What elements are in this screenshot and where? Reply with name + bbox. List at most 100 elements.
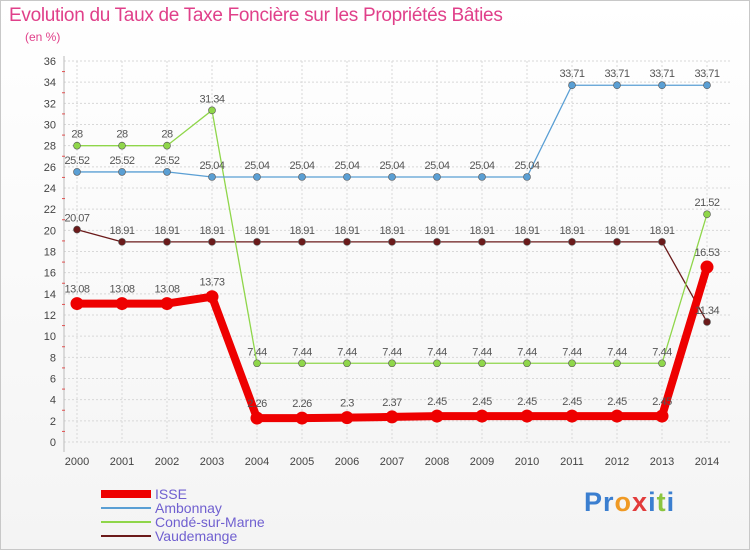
- legend-label: Vaudemange: [155, 528, 238, 544]
- y-tick-label: 8: [50, 352, 56, 364]
- data-point: [73, 225, 81, 234]
- x-tick-label: 2008: [425, 456, 449, 468]
- data-label: 2.26: [292, 398, 312, 410]
- y-tick-label: 0: [50, 437, 56, 449]
- data-point: [73, 141, 81, 150]
- y-tick-label: 14: [44, 289, 56, 301]
- data-label: 7.44: [472, 346, 492, 358]
- y-tick-label: 28: [44, 141, 56, 153]
- x-tick-label: 2003: [200, 456, 224, 468]
- data-label: 2.26: [247, 398, 267, 410]
- x-tick-label: 2012: [605, 456, 629, 468]
- data-label: 7.44: [337, 346, 357, 358]
- data-point: [163, 141, 171, 150]
- legend-swatch: [101, 490, 151, 498]
- y-tick-label: 30: [44, 120, 56, 132]
- y-tick-label: 12: [44, 310, 56, 322]
- data-label: 18.91: [424, 225, 449, 237]
- x-tick-label: 2001: [110, 456, 134, 468]
- y-tick-label: 24: [44, 183, 56, 195]
- data-label: 25.04: [244, 160, 269, 172]
- data-point: [298, 173, 306, 181]
- data-label: 25.04: [379, 160, 404, 172]
- data-label: 13.08: [109, 284, 134, 296]
- data-label: 2.45: [472, 396, 492, 408]
- y-tick-label: 32: [44, 98, 56, 110]
- chart-title: Evolution du Taux de Taxe Foncière sur l…: [9, 5, 503, 26]
- x-tick-label: 2007: [380, 456, 404, 468]
- data-label: 18.91: [154, 225, 179, 237]
- x-tick-label: 2009: [470, 456, 494, 468]
- y-tick-label: 6: [50, 374, 56, 386]
- y-tick-label: 4: [50, 395, 56, 407]
- brand-letter: t: [656, 487, 667, 517]
- data-point: [388, 238, 396, 246]
- data-label: 25.04: [199, 160, 224, 172]
- data-label: 18.91: [559, 225, 584, 237]
- data-point: [208, 106, 216, 115]
- data-point: [523, 359, 531, 368]
- data-point: [163, 238, 171, 246]
- data-point: [298, 238, 306, 246]
- brand-letter: r: [603, 487, 615, 517]
- data-point: [703, 210, 711, 219]
- data-label: 18.91: [109, 225, 134, 237]
- data-label: 16.53: [694, 247, 719, 259]
- x-tick-label: 2002: [155, 456, 179, 468]
- data-point: [253, 238, 261, 246]
- data-point: [568, 359, 576, 368]
- data-point: [478, 173, 486, 181]
- data-point: [160, 297, 174, 311]
- data-label: 18.91: [334, 225, 359, 237]
- data-point: [565, 409, 579, 423]
- data-label: 18.91: [604, 225, 629, 237]
- data-point: [115, 297, 129, 311]
- data-label: 7.44: [607, 346, 627, 358]
- data-point: [433, 359, 441, 368]
- data-label: 13.08: [64, 284, 89, 296]
- y-tick-label: 22: [44, 204, 56, 216]
- y-tick-label: 10: [44, 331, 56, 343]
- data-point: [523, 173, 531, 181]
- data-label: 18.91: [469, 225, 494, 237]
- brand-letter: x: [632, 487, 649, 517]
- data-point: [478, 359, 486, 368]
- data-label: 33.71: [694, 68, 719, 80]
- data-label: 18.91: [379, 225, 404, 237]
- data-label: 31.34: [199, 93, 224, 105]
- data-label: 18.91: [199, 225, 224, 237]
- data-label: 2.45: [562, 396, 582, 408]
- data-label: 2.45: [517, 396, 537, 408]
- data-label: 25.52: [154, 155, 179, 167]
- data-point: [523, 238, 531, 246]
- data-label: 18.91: [289, 225, 314, 237]
- data-point: [568, 81, 576, 90]
- data-label: 2.45: [427, 396, 447, 408]
- data-point: [433, 238, 441, 246]
- data-point: [613, 359, 621, 368]
- data-label: 33.71: [559, 68, 584, 80]
- data-point: [343, 238, 351, 246]
- data-point: [433, 173, 441, 181]
- data-point: [703, 318, 711, 326]
- data-label: 25.04: [424, 160, 449, 172]
- data-label: 18.91: [514, 225, 539, 237]
- data-label: 7.44: [427, 346, 447, 358]
- legend-swatch: [101, 535, 151, 537]
- x-tick-label: 2013: [650, 456, 674, 468]
- x-tick-label: 2011: [560, 456, 584, 468]
- data-label: 33.71: [649, 68, 674, 80]
- data-label: 2.45: [652, 396, 672, 408]
- data-point: [208, 238, 216, 246]
- data-point: [340, 411, 354, 425]
- data-label: 21.52: [694, 197, 719, 209]
- data-label: 25.04: [469, 160, 494, 172]
- data-label: 28: [161, 129, 173, 141]
- y-tick-label: 36: [44, 56, 56, 68]
- data-point: [568, 238, 576, 246]
- data-point: [118, 238, 126, 246]
- x-tick-label: 2014: [695, 456, 719, 468]
- data-point: [388, 173, 396, 181]
- y-tick-label: 20: [44, 225, 56, 237]
